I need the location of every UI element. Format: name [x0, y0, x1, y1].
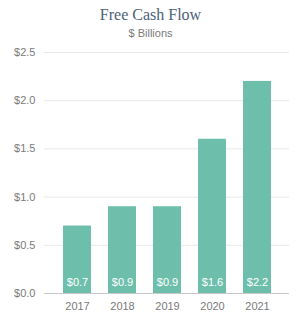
svg-text:$0.7: $0.7 [67, 276, 88, 288]
svg-text:$0.9: $0.9 [112, 276, 133, 288]
svg-text:$2.2: $2.2 [247, 276, 268, 288]
svg-text:$1.5: $1.5 [14, 142, 35, 154]
svg-text:$0.9: $0.9 [157, 276, 178, 288]
svg-text:2021: 2021 [245, 300, 269, 312]
svg-text:$2.5: $2.5 [14, 46, 35, 58]
svg-text:2020: 2020 [200, 300, 224, 312]
html-text:$ Billions: $ Billions [128, 27, 173, 39]
svg-text:2019: 2019 [155, 300, 179, 312]
svg-text:$1.6: $1.6 [202, 276, 223, 288]
svg-text:$1.0: $1.0 [14, 191, 35, 203]
svg-text:2018: 2018 [110, 300, 134, 312]
svg-text:$0.0: $0.0 [14, 287, 35, 299]
html-text:Free Cash Flow: Free Cash Flow [99, 6, 202, 23]
svg-text:$2.0: $2.0 [14, 94, 35, 106]
svg-text:2017: 2017 [65, 300, 89, 312]
svg-text:$0.5: $0.5 [14, 239, 35, 251]
